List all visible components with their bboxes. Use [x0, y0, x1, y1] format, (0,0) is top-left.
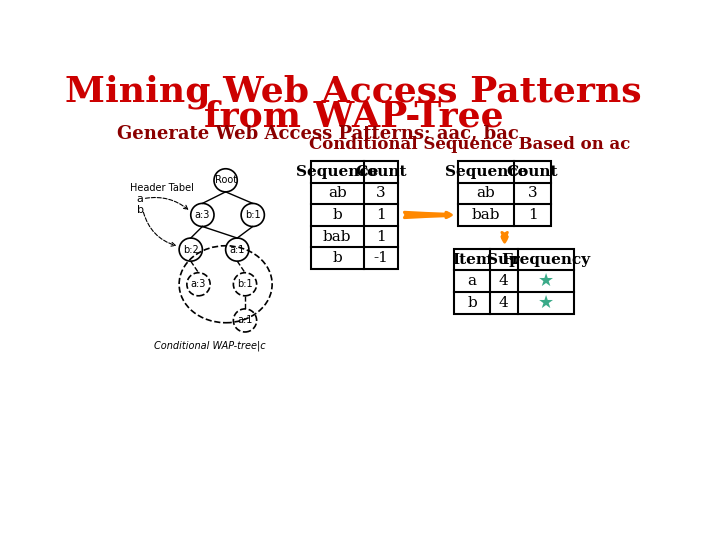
Text: Count: Count: [507, 165, 558, 179]
Text: Mining Web Access Patterns: Mining Web Access Patterns: [66, 75, 642, 109]
Text: Item: Item: [452, 253, 492, 267]
Text: 1: 1: [376, 230, 385, 244]
Text: Generate Web Access Patterns: aac, bac: Generate Web Access Patterns: aac, bac: [117, 125, 519, 143]
Text: b: b: [333, 208, 342, 222]
Text: Conditional WAP-tree|c: Conditional WAP-tree|c: [154, 341, 266, 351]
Bar: [458, 161, 551, 226]
Bar: [311, 161, 397, 269]
Text: 3: 3: [528, 186, 537, 200]
Text: 4: 4: [499, 296, 509, 310]
Text: b:1: b:1: [245, 210, 261, 220]
Text: bab: bab: [323, 230, 351, 244]
Text: ★: ★: [538, 272, 554, 290]
Text: b: b: [467, 296, 477, 310]
Text: Root: Root: [215, 176, 237, 185]
Text: ab: ab: [477, 186, 495, 200]
Text: -1: -1: [373, 251, 388, 265]
FancyArrowPatch shape: [143, 212, 175, 246]
Text: Conditional Sequence Based on ac: Conditional Sequence Based on ac: [309, 136, 631, 153]
Text: a:1: a:1: [238, 315, 253, 326]
Text: ab: ab: [328, 186, 346, 200]
Text: b: b: [137, 205, 143, 214]
Text: a:1: a:1: [230, 245, 245, 254]
Bar: [454, 249, 575, 314]
Text: 1: 1: [376, 208, 385, 222]
Text: b:2: b:2: [183, 245, 199, 254]
FancyArrowPatch shape: [145, 198, 188, 210]
Text: 1: 1: [528, 208, 537, 222]
Text: a: a: [137, 194, 143, 204]
Text: 4: 4: [499, 274, 509, 288]
Text: b:1: b:1: [237, 279, 253, 289]
Text: from WAP-Tree: from WAP-Tree: [204, 99, 503, 133]
Text: Sequence: Sequence: [296, 165, 379, 179]
Text: a: a: [467, 274, 477, 288]
Text: Header Tabel: Header Tabel: [130, 183, 194, 193]
Text: a:3: a:3: [191, 279, 206, 289]
Text: ★: ★: [538, 294, 554, 312]
Text: 3: 3: [376, 186, 385, 200]
Text: Count: Count: [355, 165, 406, 179]
Text: Frequency: Frequency: [502, 253, 590, 267]
Text: a:3: a:3: [194, 210, 210, 220]
Text: Sup: Sup: [487, 253, 521, 267]
Text: bab: bab: [472, 208, 500, 222]
Text: Sequence: Sequence: [445, 165, 527, 179]
Text: b: b: [333, 251, 342, 265]
